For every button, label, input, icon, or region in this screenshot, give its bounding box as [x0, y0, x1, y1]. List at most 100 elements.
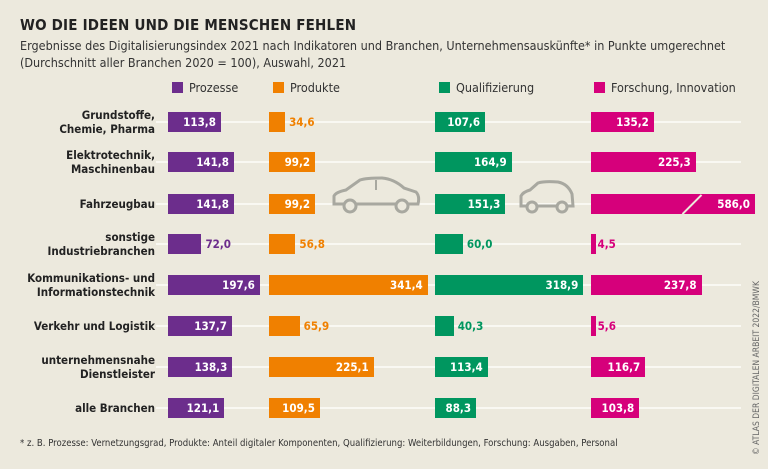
row-gridline: [423, 407, 585, 409]
category-label: unternehmensnahe Dienstleister: [41, 353, 155, 381]
data-label: 225,3: [658, 155, 691, 169]
legend-label: Forschung, Innovation: [611, 80, 736, 95]
bar: 138,3: [168, 357, 233, 377]
row-gridline: [423, 121, 585, 123]
bar: 137,7: [168, 316, 233, 336]
bar: [591, 234, 596, 254]
row-gridline: [156, 243, 258, 245]
category-label: Grundstoffe, Chemie, Pharma: [59, 108, 155, 136]
data-label: 99,2: [284, 197, 311, 211]
row-gridline: [579, 243, 741, 245]
data-label: 99,2: [284, 155, 311, 169]
category-label: Verkehr und Logistik: [33, 319, 155, 333]
data-label: 237,8: [663, 278, 697, 292]
legend-swatch: [439, 82, 450, 93]
category-label: Kommunikations- und Informationstechnik: [27, 271, 155, 299]
data-label: 341,4: [390, 278, 423, 292]
legend-label: Prozesse: [189, 80, 239, 95]
row-gridline: [423, 366, 585, 368]
row-gridline: [257, 121, 429, 123]
data-label: 56,8: [299, 237, 325, 251]
legend-item: Prozesse: [172, 80, 238, 95]
bar: [591, 316, 596, 336]
data-label: 113,4: [449, 360, 483, 374]
car-icon: [332, 176, 421, 214]
bar: 135,2: [591, 112, 654, 132]
bar: [435, 316, 454, 336]
bar: 116,7: [591, 357, 646, 377]
row-gridline: [423, 243, 585, 245]
row-gridline: [579, 121, 741, 123]
data-label: 151,3: [467, 197, 501, 211]
row-gridline: [579, 407, 741, 409]
row-gridline: [257, 161, 429, 163]
bar: 586,0: [591, 194, 755, 214]
data-label: 103,8: [601, 401, 635, 415]
bar: 113,4: [435, 357, 488, 377]
data-label: 138,3: [194, 360, 228, 374]
bar: [435, 234, 463, 254]
data-label: 141,8: [196, 155, 229, 169]
legend-item: Forschung, Innovation: [594, 80, 736, 95]
bar: [269, 112, 286, 132]
bar: 103,8: [591, 398, 640, 418]
bar: 121,1: [168, 398, 225, 418]
category-label: sonstige Industriebranchen: [47, 230, 155, 258]
data-label: 5,6: [597, 319, 616, 333]
bar: [269, 234, 296, 254]
data-label: 135,2: [616, 115, 649, 129]
bar: 237,8: [591, 275, 702, 295]
legend-swatch: [273, 82, 284, 93]
row-gridline: [579, 366, 741, 368]
category-label: alle Branchen: [75, 401, 155, 415]
legend-label: Produkte: [290, 80, 340, 95]
bar: 109,5: [269, 398, 320, 418]
data-label: 116,7: [607, 360, 641, 374]
bar: 113,8: [168, 112, 221, 132]
data-label: 121,1: [186, 401, 220, 415]
bar: 341,4: [269, 275, 428, 295]
row-gridline: [423, 325, 585, 327]
bar: 164,9: [435, 152, 512, 172]
legend-swatch: [594, 82, 605, 93]
data-label: 197,6: [222, 278, 255, 292]
copyright: © ATLAS DER DIGITALEN ARBEIT 2022/BMWK: [752, 281, 762, 455]
row-gridline: [579, 325, 741, 327]
bar: 99,2: [269, 152, 316, 172]
chart-title: WO DIE IDEEN UND DIE MENSCHEN FEHLEN: [20, 16, 357, 34]
chart-subtitle: Ergebnisse des Digitalisierungsindex 202…: [20, 38, 726, 70]
data-label: 113,8: [183, 115, 216, 129]
row-gridline: [257, 325, 429, 327]
bar: 99,2: [269, 194, 316, 214]
data-label: 107,6: [447, 115, 481, 129]
data-label: 60,0: [466, 237, 493, 251]
data-label: 34,6: [289, 115, 315, 129]
legend-swatch: [172, 82, 183, 93]
bar: 151,3: [435, 194, 506, 214]
bar: 107,6: [435, 112, 486, 132]
bar: [168, 234, 202, 254]
bar: 225,1: [269, 357, 374, 377]
legend-item: Produkte: [273, 80, 340, 95]
legend-item: Qualifizierung: [439, 80, 534, 95]
data-label: 164,9: [473, 155, 507, 169]
data-label: 40,3: [457, 319, 484, 333]
legend-label: Qualifizierung: [456, 80, 535, 95]
data-label: 65,9: [303, 319, 330, 333]
category-label: Elektrotechnik, Maschinenbau: [66, 148, 155, 176]
bar: 197,6: [168, 275, 260, 295]
category-label: Fahrzeugbau: [79, 197, 155, 211]
bar: 88,3: [435, 398, 477, 418]
data-label: 109,5: [282, 401, 315, 415]
row-gridline: [257, 243, 429, 245]
data-label: 141,8: [196, 197, 229, 211]
bar: 225,3: [591, 152, 696, 172]
data-label: 225,1: [335, 360, 369, 374]
data-label: 586,0: [717, 197, 750, 211]
row-gridline: [257, 407, 429, 409]
footnote: * z. B. Prozesse: Vernetzungsgrad, Produ…: [20, 438, 618, 449]
data-label: 318,9: [545, 278, 579, 292]
bar: 141,8: [168, 152, 234, 172]
data-label: 88,3: [445, 401, 472, 415]
